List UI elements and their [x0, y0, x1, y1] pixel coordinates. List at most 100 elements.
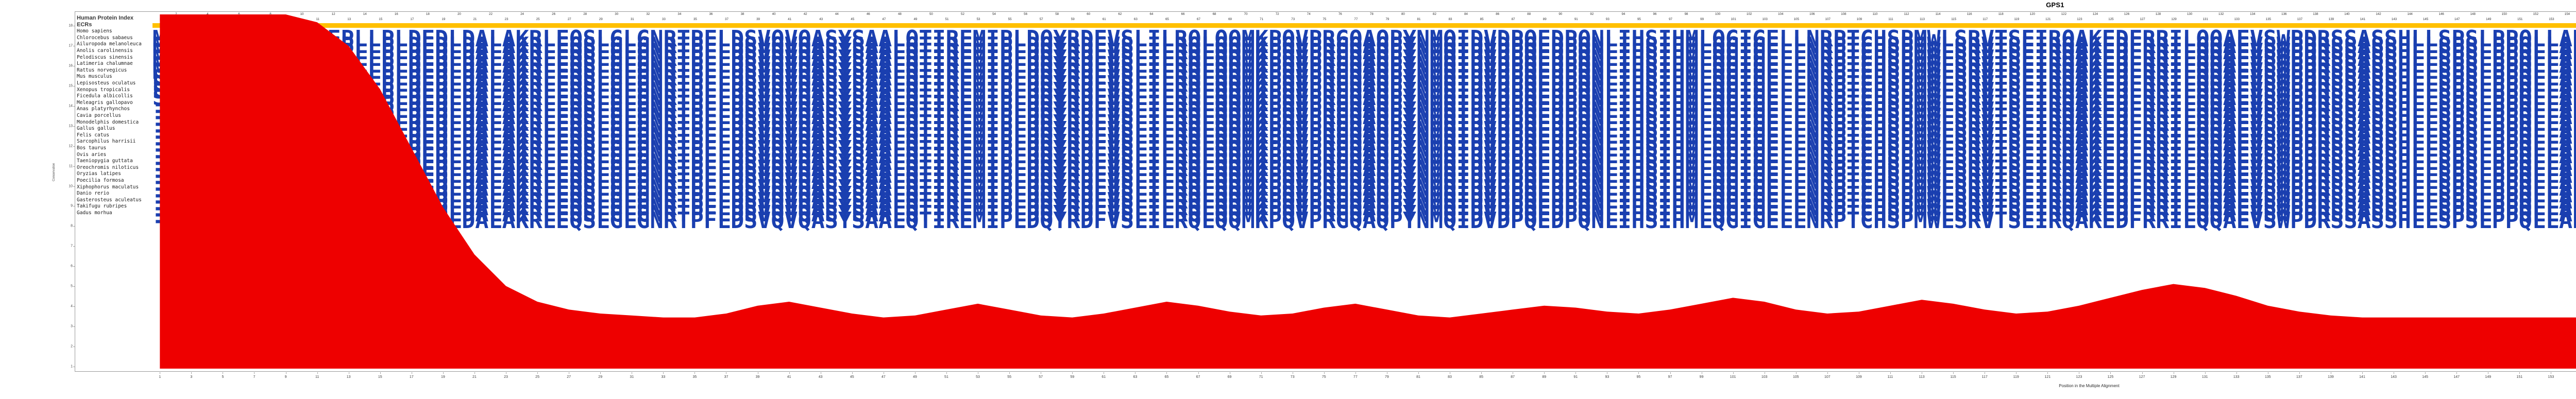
x-axis-label: Position in the Multiple Alignment — [2059, 384, 2120, 388]
x-axis-tick: 149 — [2485, 375, 2492, 379]
ruler-position: 4 — [207, 12, 209, 16]
y-axis-tick: 3 — [71, 324, 73, 328]
ruler-position: 89 — [1543, 18, 1547, 21]
ruler-position: 151 — [2517, 18, 2523, 21]
ruler-position: 112 — [1904, 12, 1909, 16]
x-axis-tick: 41 — [787, 375, 791, 379]
ruler-position: 131 — [2202, 18, 2208, 21]
y-axis-tickmark — [73, 226, 75, 227]
x-axis-tickmark — [1481, 372, 1482, 374]
species-label: Homo sapiens — [77, 28, 112, 34]
ruler-position: 62 — [1118, 12, 1122, 16]
x-axis-tickmark — [1355, 372, 1356, 374]
y-axis-tick: 2 — [71, 344, 73, 349]
ruler-position: 12 — [331, 12, 335, 16]
ruler-position: 102 — [1747, 12, 1752, 16]
ruler-position: 152 — [2533, 12, 2539, 16]
y-axis-label: Conservation — [53, 163, 56, 181]
x-axis-tick: 153 — [2548, 375, 2554, 379]
x-axis-tick: 115 — [1950, 375, 1956, 379]
ruler-position: 77 — [1354, 18, 1358, 21]
ruler-position: 96 — [1653, 12, 1657, 16]
species-label: Ficedula albicollis — [77, 93, 133, 99]
x-axis-tick: 33 — [661, 375, 666, 379]
ruler-position: 87 — [1511, 18, 1515, 21]
ruler-position: 58 — [1055, 12, 1059, 16]
x-axis-tick: 15 — [378, 375, 382, 379]
ruler-position: 53 — [976, 18, 980, 21]
ruler-position: 101 — [1731, 18, 1736, 21]
x-axis-tick: 51 — [944, 375, 948, 379]
y-axis-tick: 1 — [71, 365, 73, 369]
x-axis-tickmark — [474, 372, 475, 374]
x-axis-tickmark — [2519, 372, 2520, 374]
ruler-position: 88 — [1527, 12, 1531, 16]
ruler-position: 72 — [1275, 12, 1279, 16]
ruler-position: 67 — [1197, 18, 1200, 21]
ruler-position: 126 — [2124, 12, 2130, 16]
x-axis-tick: 113 — [1919, 375, 1925, 379]
x-axis-tick: 127 — [2139, 375, 2145, 379]
x-axis-tickmark — [1009, 372, 1010, 374]
x-axis-tick: 119 — [2013, 375, 2019, 379]
ruler-position: 11 — [316, 18, 319, 21]
x-axis-tickmark — [2110, 372, 2111, 374]
ruler-position: 63 — [1133, 18, 1138, 21]
x-axis-tickmark — [789, 372, 790, 374]
ruler-position: 34 — [677, 12, 682, 16]
ruler-position: 128 — [2155, 12, 2161, 16]
species-label: Oreochromis niloticus — [77, 164, 139, 170]
y-axis-tickmark — [73, 306, 75, 307]
species-label: Xiphophorus maculatus — [77, 184, 139, 190]
x-axis-tickmark — [1575, 372, 1577, 374]
ruler-position: 154 — [2564, 12, 2570, 16]
x-axis-tick: 97 — [1668, 375, 1672, 379]
ruler-position: 139 — [2328, 18, 2334, 21]
x-axis-tick: 93 — [1605, 375, 1609, 379]
x-axis-tick: 35 — [692, 375, 697, 379]
ruler-position: 135 — [2265, 18, 2271, 21]
ruler-position: 124 — [2092, 12, 2098, 16]
ruler-position: 45 — [851, 18, 855, 21]
x-axis-tickmark — [1733, 372, 1734, 374]
ruler-position: 75 — [1323, 18, 1327, 21]
x-axis-tickmark — [663, 372, 664, 374]
ruler-position: 37 — [725, 18, 728, 21]
x-axis-tickmark — [537, 372, 538, 374]
ruler-position: 113 — [1920, 18, 1925, 21]
x-axis-tick: 135 — [2264, 375, 2271, 379]
ruler-position: 120 — [2029, 12, 2035, 16]
ruler-position: 133 — [2234, 18, 2240, 21]
species-label: Chlorocebus sabaeus — [77, 34, 133, 41]
x-axis-tick: 45 — [850, 375, 854, 379]
position-ruler-even: 2 4 6 8 10 12 14 16 18 20 22 24 26 28 30 32 34 36 38 40 42 44… — [75, 12, 2576, 16]
ruler-position: 140 — [2344, 12, 2350, 16]
ruler-position: 143 — [2391, 18, 2397, 21]
x-axis-tickmark — [380, 372, 381, 374]
ruler-position: 78 — [1369, 12, 1374, 16]
x-axis-tickmark — [2047, 372, 2048, 374]
y-axis-tickmark — [73, 166, 75, 167]
species-label: Gallus gallus — [77, 126, 115, 132]
sequence-row[interactable]: ------A-EGSFAEPLLPLDEDLDALAKRLEQSLGLGNRT… — [152, 208, 2576, 234]
ruler-position: 39 — [756, 18, 760, 21]
species-label: Rattus norvegicus — [77, 67, 127, 73]
species-label: Ovis aries — [77, 151, 107, 158]
y-axis-tick: 4 — [71, 304, 73, 308]
ruler-position: 42 — [803, 12, 807, 16]
x-axis-tick: 37 — [724, 375, 728, 379]
ruler-position: 114 — [1935, 12, 1941, 16]
species-label: Felis catus — [77, 132, 109, 138]
x-axis-tick: 87 — [1511, 375, 1515, 379]
species-label: Xenopus tropicalis — [77, 86, 130, 93]
x-axis-tick: 137 — [2296, 375, 2302, 379]
ruler-position: 50 — [929, 12, 933, 16]
ruler-position: 33 — [662, 18, 666, 21]
x-axis-tickmark — [2425, 372, 2426, 374]
ruler-position: 83 — [1448, 18, 1452, 21]
ruler-position: 31 — [630, 18, 634, 21]
x-axis-tick: 13 — [346, 375, 351, 379]
ruler-position: 142 — [2376, 12, 2381, 16]
species-label: Mus musculus — [77, 74, 112, 80]
